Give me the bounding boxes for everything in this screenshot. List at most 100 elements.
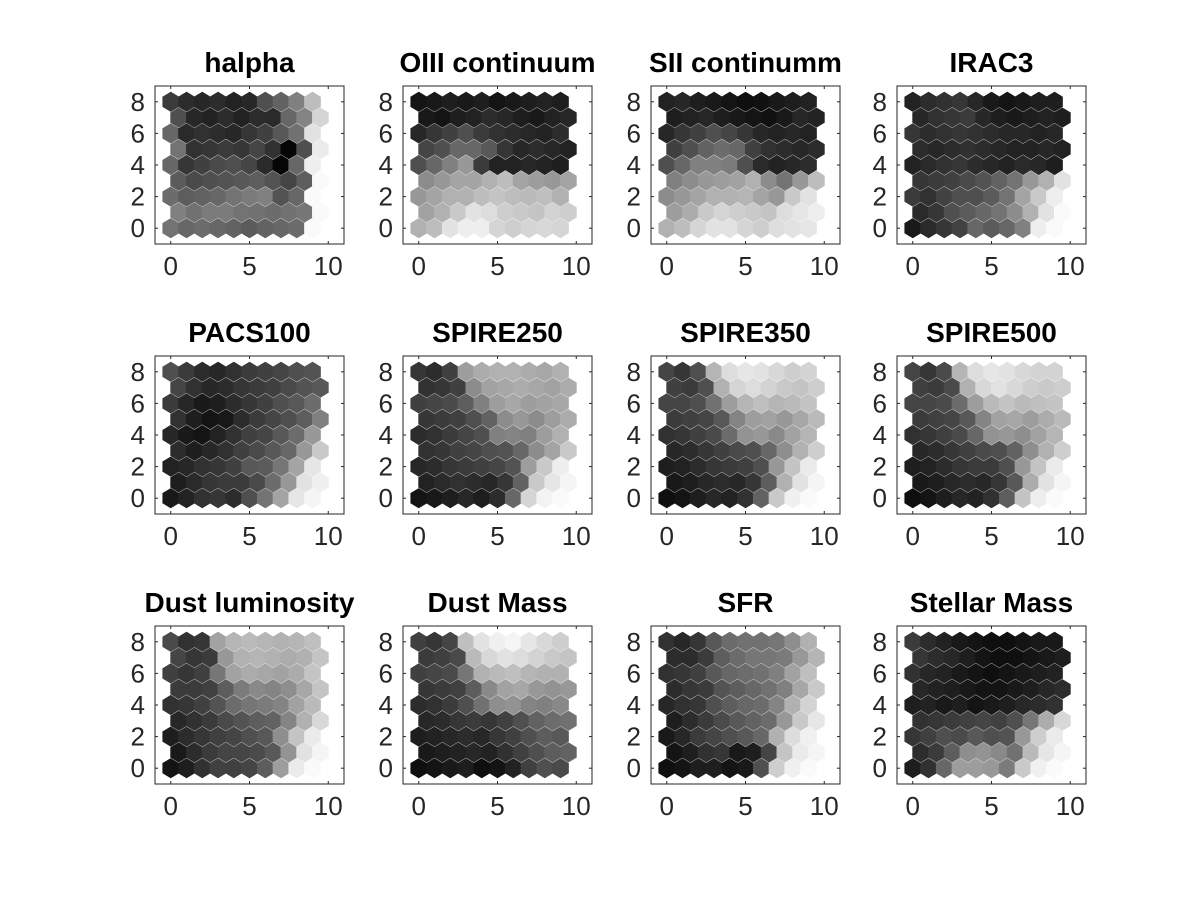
hex-cell xyxy=(959,679,977,700)
hex-cell xyxy=(800,91,817,112)
hex-cell xyxy=(193,91,211,112)
hex-cell xyxy=(768,456,786,477)
hex-cell xyxy=(473,123,491,144)
hex-cell xyxy=(170,472,187,493)
hex-cell xyxy=(272,186,290,207)
y-tick-label: 6 xyxy=(873,118,887,148)
y-tick-label: 8 xyxy=(131,627,145,657)
hex-cell xyxy=(998,393,1016,414)
x-tick-label: 5 xyxy=(242,521,256,551)
hex-cell xyxy=(418,679,435,700)
hex-cell xyxy=(705,154,723,176)
hex-cell xyxy=(658,424,676,446)
hex-cell xyxy=(920,631,937,652)
hex-cell xyxy=(760,710,778,731)
hex-cell xyxy=(552,726,569,747)
hex-cell xyxy=(737,91,754,112)
hex-cell xyxy=(489,393,506,414)
hex-cell xyxy=(912,710,929,731)
hex-cell xyxy=(193,218,211,239)
hex-cell xyxy=(473,726,491,747)
hex-cell xyxy=(552,154,569,176)
hex-cell xyxy=(998,726,1016,747)
hex-cell xyxy=(186,409,203,430)
hex-cell xyxy=(689,726,707,747)
x-tick-label: 0 xyxy=(906,251,920,281)
hex-cell xyxy=(225,393,243,414)
hex-cell xyxy=(967,361,985,382)
hex-cell xyxy=(434,742,451,763)
hex-cell xyxy=(1006,107,1024,128)
hex-cell xyxy=(951,393,969,414)
hex-cell xyxy=(544,647,561,668)
hex-cell xyxy=(928,139,945,160)
hex-cell xyxy=(1038,409,1055,430)
hex-cell xyxy=(991,409,1008,430)
hex-cell xyxy=(178,393,195,414)
y-tick-label: 0 xyxy=(873,213,887,243)
hex-cell xyxy=(504,218,522,239)
hex-cell xyxy=(312,472,329,493)
hex-cell xyxy=(935,393,953,414)
hex-cell xyxy=(983,424,1000,446)
hex-cell xyxy=(225,424,243,446)
hex-cell xyxy=(560,107,577,128)
hex-cell xyxy=(713,742,731,763)
hex-cell xyxy=(288,123,306,144)
hex-cell xyxy=(418,647,435,668)
hex-cell xyxy=(449,139,467,160)
hex-cell xyxy=(768,186,786,207)
hex-cell xyxy=(713,409,731,430)
hex-cell xyxy=(737,393,754,414)
hex-cell xyxy=(504,361,522,382)
hex-cell xyxy=(792,742,809,763)
hex-cell xyxy=(162,91,180,112)
hex-cell xyxy=(434,440,451,461)
hex-cell xyxy=(193,726,211,747)
hex-cell xyxy=(241,91,258,112)
hex-cell xyxy=(217,409,235,430)
hex-cell xyxy=(481,710,498,731)
x-tick-label: 5 xyxy=(490,521,504,551)
hex-cell xyxy=(225,154,243,176)
hex-cell xyxy=(225,758,243,779)
hex-cell xyxy=(256,393,274,414)
hex-cell xyxy=(1030,218,1048,239)
hex-cell xyxy=(729,409,746,430)
hex-cell xyxy=(201,742,219,763)
hex-cell xyxy=(689,393,707,414)
hex-cell xyxy=(768,91,786,112)
hex-cell xyxy=(162,456,180,477)
hex-cell xyxy=(729,440,746,461)
chart-title: halpha xyxy=(204,47,295,78)
hex-cell xyxy=(497,170,514,191)
hex-cell xyxy=(998,424,1016,446)
y-tick-label: 2 xyxy=(627,722,641,752)
hex-cell xyxy=(808,170,825,191)
hex-cell xyxy=(193,488,211,509)
hex-cell xyxy=(426,488,443,509)
hex-cell xyxy=(768,694,786,716)
hex-cell xyxy=(272,758,290,779)
hex-cell xyxy=(481,440,498,461)
hex-cell xyxy=(768,218,786,239)
hex-cell xyxy=(296,647,313,668)
hex-cell xyxy=(512,107,530,128)
hex-cell xyxy=(752,631,770,652)
hex-cell xyxy=(943,679,961,700)
hex-cell xyxy=(410,456,428,477)
hex-cell xyxy=(904,456,922,477)
hex-cell xyxy=(304,154,321,176)
hex-cell xyxy=(465,647,483,668)
hex-cell xyxy=(1046,186,1063,207)
hex-cell xyxy=(162,663,180,684)
hex-cell xyxy=(489,186,506,207)
hex-cell xyxy=(959,409,977,430)
hex-cell xyxy=(935,123,953,144)
hex-cell xyxy=(912,472,929,493)
hex-cell xyxy=(745,742,762,763)
hex-cell xyxy=(959,202,977,223)
hex-cell xyxy=(473,631,491,652)
hex-cell xyxy=(737,186,754,207)
